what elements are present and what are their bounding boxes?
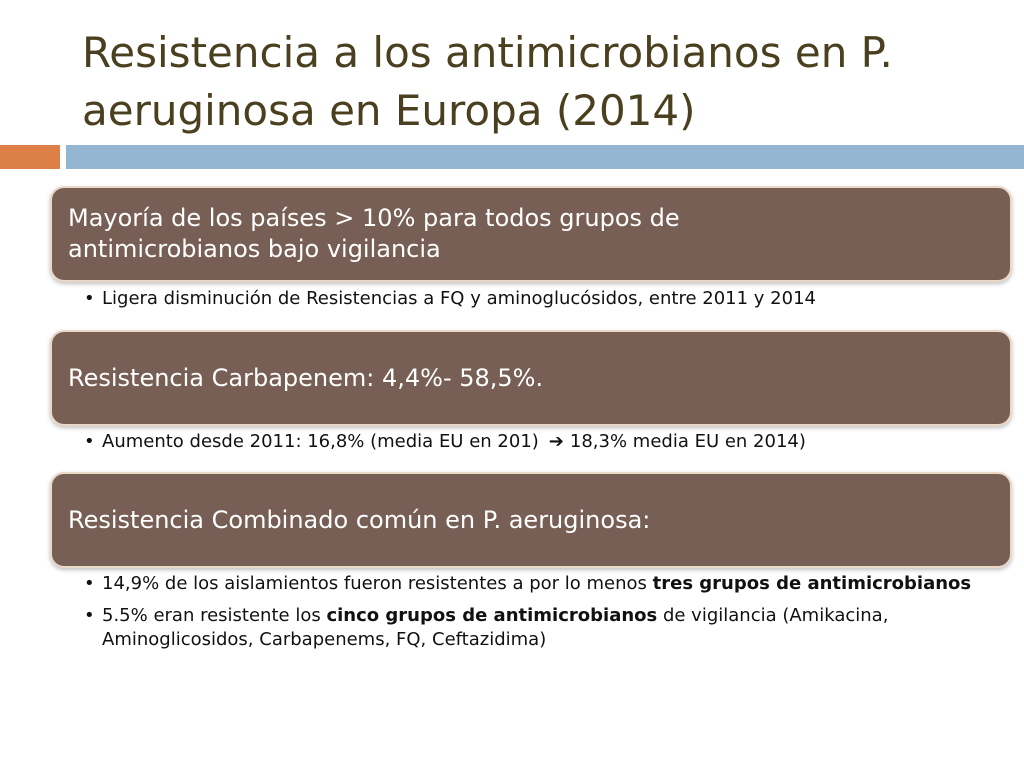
section-1-heading-line-2: antimicrobianos bajo vigilancia: [68, 235, 441, 263]
list-item: • Aumento desde 2011: 16,8% (media EU en…: [80, 430, 1000, 454]
bullet-dot-icon: •: [84, 288, 95, 309]
list-item: • 14,9% de los aislamientos fueron resis…: [80, 572, 1000, 596]
accent-bar-orange: [0, 145, 60, 169]
bullet-text: Ligera disminución de Resistencias a FQ …: [102, 288, 816, 309]
bullet-text-before-arrow: Aumento desde 2011: 16,8% (media EU en 2…: [102, 431, 539, 452]
bullet-text: 5.5% eran resistente los: [102, 605, 327, 626]
right-arrow-icon: ➔: [548, 431, 564, 452]
list-item: • 5.5% eran resistente los cinco grupos …: [80, 604, 1000, 652]
bullet-bold-text: tres grupos de antimicrobianos: [652, 573, 972, 594]
bullet-bold-text: cinco grupos de antimicrobianos: [326, 605, 658, 626]
bullet-text: 14,9% de los aislamientos fueron resiste…: [102, 573, 653, 594]
section-2-heading: Resistencia Carbapenem: 4,4%- 58,5%.: [68, 363, 544, 392]
section-1-heading-line-1: Mayoría de los países > 10% para todos g…: [68, 204, 680, 232]
section-2-heading-box: Resistencia Carbapenem: 4,4%- 58,5%.: [50, 330, 1012, 426]
section-3-heading-box: Resistencia Combinado común en P. aerugi…: [50, 472, 1012, 568]
slide-title-line-1: Resistencia a los antimicrobianos en P.: [82, 28, 893, 77]
bullet-dot-icon: •: [84, 431, 95, 452]
section-1-bullet-list: • Ligera disminución de Resistencias a F…: [80, 287, 1000, 319]
slide-title: Resistencia a los antimicrobianos en P. …: [82, 24, 982, 140]
bullet-text-after-arrow: 18,3% media EU en 2014): [569, 431, 806, 452]
accent-bar-blue: [66, 145, 1024, 169]
section-3-heading: Resistencia Combinado común en P. aerugi…: [68, 505, 651, 534]
section-2-bullet-list: • Aumento desde 2011: 16,8% (media EU en…: [80, 430, 1000, 462]
list-item: • Ligera disminución de Resistencias a F…: [80, 287, 1000, 311]
section-3-bullet-list: • 14,9% de los aislamientos fueron resis…: [80, 572, 1000, 660]
slide-title-line-2: aeruginosa en Europa (2014): [82, 86, 696, 135]
section-1-heading-box: Mayoría de los países > 10% para todos g…: [50, 186, 1012, 282]
bullet-text-after: de vigilancia (Amikacina, Aminoglicosido…: [102, 605, 889, 650]
bullet-dot-icon: •: [84, 605, 95, 626]
section-1-heading: Mayoría de los países > 10% para todos g…: [68, 203, 680, 265]
bullet-dot-icon: •: [84, 573, 95, 594]
